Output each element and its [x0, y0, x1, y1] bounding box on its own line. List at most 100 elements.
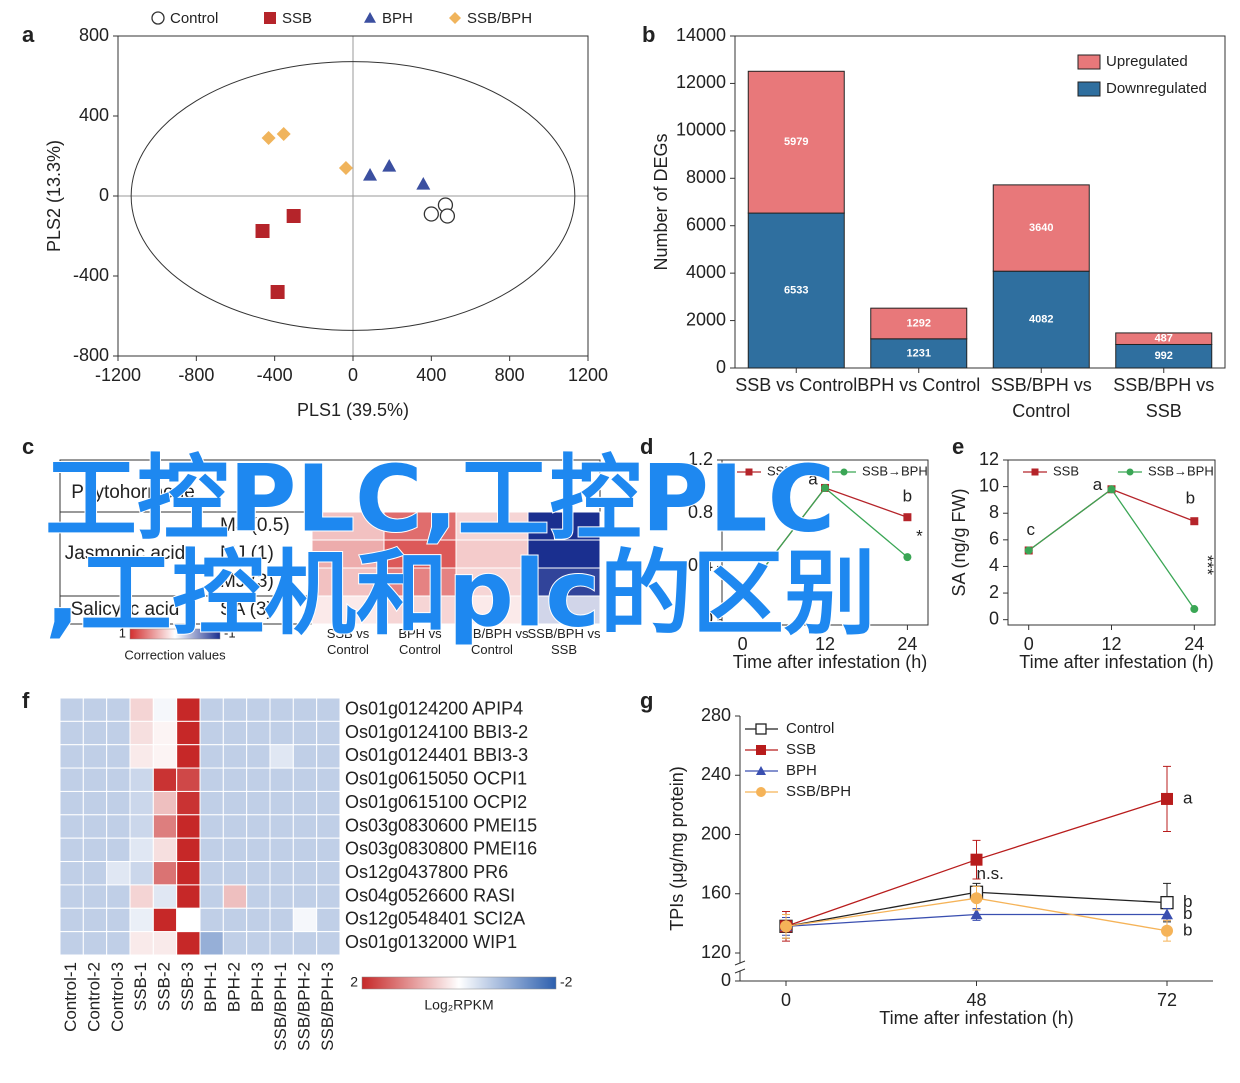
x-tick-label: 72 [1157, 990, 1177, 1010]
row-label: MJ (0.5) [220, 515, 290, 536]
heat-cell [176, 837, 201, 863]
marker [382, 159, 397, 172]
heat-cell [176, 697, 201, 722]
heat-cell [246, 861, 271, 886]
colorbar-label: Correction values [124, 647, 226, 662]
heat-cell [176, 861, 201, 886]
heat-cell [316, 697, 341, 722]
row-label: Os01g0124401 BBI3-3 [345, 745, 528, 765]
heat-cell [199, 907, 224, 933]
heat-cell [59, 861, 84, 886]
bar-segment [747, 212, 845, 369]
legend-label: SSB→BPH [1148, 463, 1214, 478]
y-tick-label: 2 [989, 582, 999, 602]
heat-cell [292, 744, 318, 769]
heat-cell [383, 511, 457, 541]
heat-cell [292, 720, 318, 746]
axis-break [734, 960, 746, 974]
legend-marker [264, 12, 276, 24]
heat-cell [269, 720, 294, 746]
column-label: SSB/BPH vs SSB [527, 626, 601, 657]
colorbar-tick-label: -1 [224, 625, 236, 640]
column-label-box: SSB/BPH vs Control [456, 626, 529, 657]
heat-cell [246, 697, 271, 722]
heat-cell [316, 720, 341, 746]
marker [255, 224, 270, 238]
heat-cell [222, 814, 248, 839]
heat-cell [106, 837, 131, 863]
heat-cell [222, 884, 248, 909]
y-axis-label: Number of DEGs [651, 133, 671, 270]
heat-cell [82, 767, 108, 792]
heat-cell [152, 861, 178, 886]
series-line [1028, 488, 1195, 610]
x-tick-label: 0 [781, 990, 791, 1010]
marker [1107, 485, 1116, 494]
heat-cell [222, 790, 248, 816]
x-tick-label: 12 [815, 634, 835, 654]
heat-cell [152, 814, 178, 839]
colorbar-tick-label: 1 [119, 625, 126, 640]
x-tick-label: -1200 [95, 365, 141, 385]
bar-segment [992, 270, 1090, 369]
heat-cell [246, 884, 271, 909]
heat-cell [59, 720, 84, 746]
heat-cell [316, 884, 341, 909]
column-label: Control-1 [61, 962, 80, 1032]
row-label: Os12g0437800 PR6 [345, 862, 508, 882]
heat-cell [59, 884, 84, 909]
marker [903, 553, 912, 562]
plot-frame [734, 35, 1226, 369]
heat-cell [199, 931, 224, 956]
panel-letter: g [640, 688, 653, 713]
x-tick-label: SSB/BPH vs Control [990, 375, 1092, 421]
heat-cell [246, 814, 271, 839]
heat-cell [383, 595, 457, 625]
row-label: Os01g0132000 WIP1 [345, 932, 517, 952]
heat-cell [152, 767, 178, 792]
heat-cell [82, 697, 108, 722]
heat-cell [246, 744, 271, 769]
marker [903, 513, 912, 522]
panel-letter: e [952, 434, 964, 459]
x-tick-label: 400 [416, 365, 446, 385]
x-tick-label: 24 [897, 634, 917, 654]
legend-marker [756, 745, 766, 755]
data-label: 4082 [1029, 314, 1053, 326]
heat-cell [222, 720, 248, 746]
marker [1161, 792, 1173, 805]
x-axis-label: Time after infestation (h) [1019, 652, 1213, 672]
y-tick-label: 0 [99, 185, 109, 205]
heat-cell [176, 884, 201, 909]
x-tick-label: BPH vs Control [857, 375, 981, 395]
heat-cell [129, 907, 154, 933]
x-tick-label: 24 [1184, 634, 1204, 654]
marker [1190, 605, 1199, 614]
legend-label: SSB [786, 741, 816, 758]
point-label: * [916, 527, 923, 546]
heat-cell [455, 511, 529, 541]
row-label: MJ (1) [220, 543, 274, 564]
data-label: 992 [1155, 350, 1173, 362]
heat-cell [129, 814, 154, 839]
y-tick-label: 0 [721, 970, 731, 990]
y-tick-label: 6 [989, 529, 999, 549]
marker [1161, 924, 1173, 937]
heat-cell [246, 837, 271, 863]
x-tick-label: SSB/BPH vs SSB [1113, 375, 1215, 421]
y-tick-label: 8 [989, 502, 999, 522]
data-label: 6533 [784, 284, 808, 296]
data-label: 3640 [1029, 222, 1053, 234]
y-tick-label: 14000 [676, 25, 726, 45]
y-tick-label: 800 [79, 25, 109, 45]
heat-cell [152, 744, 178, 769]
heat-cell [199, 790, 224, 816]
heat-cell [292, 837, 318, 863]
heat-cell [222, 767, 248, 792]
legend-marker [840, 468, 848, 476]
marker [439, 208, 456, 224]
row-label: SA (3) [220, 599, 273, 620]
heat-cell [222, 861, 248, 886]
legend-label: SSB [767, 463, 793, 478]
heat-cell [59, 744, 84, 769]
